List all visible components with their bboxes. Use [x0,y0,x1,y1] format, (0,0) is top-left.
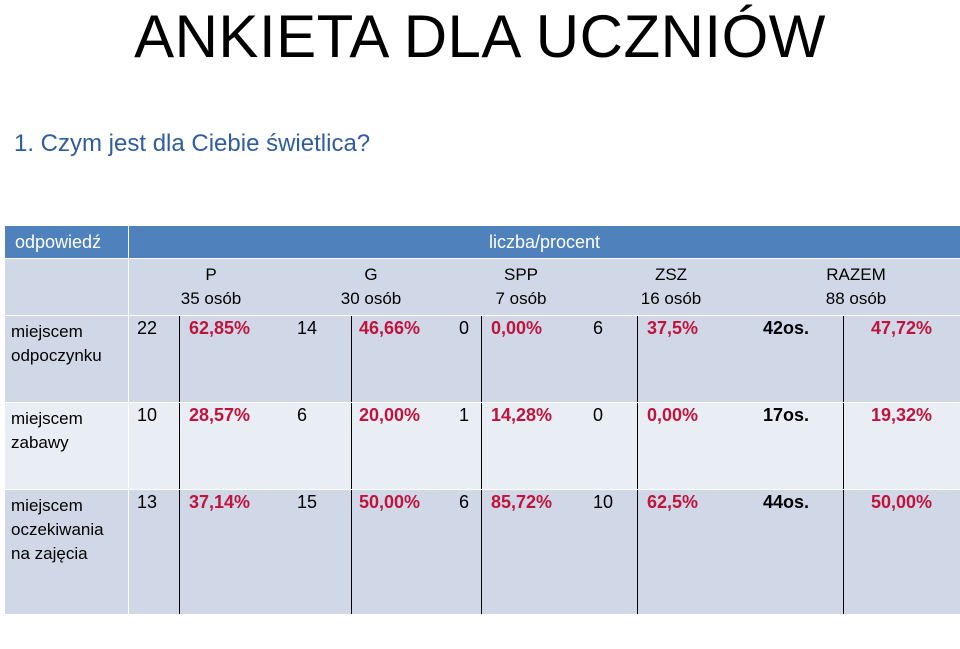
table-row: miejscem zabawy 10 28,57% 6 20,00% 1 14,… [4,402,960,490]
divider [179,316,180,402]
percent-value: 50,00% [359,492,421,512]
survey-table: odpowiedź liczba/procent P 35 osób G 30 … [4,225,960,615]
divider [637,316,638,402]
row-label: miejscem oczekiwania na zajęcia [4,489,129,615]
row-label: miejscem zabawy [4,402,129,490]
header-answer: odpowiedź [4,225,129,259]
table-row: miejscem odpoczynku 22 62,85% 14 46,66% … [4,315,960,403]
question-heading: 1. Czym jest dla Ciebie świetlica? [14,130,371,157]
total-percent: 47,72% [871,318,933,338]
count-value: 1 [459,405,470,425]
header-count-percent: liczba/procent [128,225,960,259]
divider [637,403,638,489]
divider [843,316,844,402]
header-empty-cell [4,258,129,316]
group-header-spp: SPP 7 osób [495,265,547,308]
divider [351,403,352,489]
count-value: 0 [593,405,604,425]
count-value: 10 [593,492,614,512]
total-percent: 50,00% [871,492,933,512]
total-count: 17os. [763,405,810,425]
percent-value: 20,00% [359,405,421,425]
count-value: 6 [593,318,604,338]
percent-value: 14,28% [491,405,553,425]
divider [351,490,352,614]
group-header-p: P 35 osób [180,265,242,308]
table-row: miejscem oczekiwania na zajęcia 13 37,14… [4,489,960,615]
divider [637,490,638,614]
row-label: miejscem odpoczynku [4,315,129,403]
divider [481,316,482,402]
count-value: 14 [297,318,318,338]
count-value: 10 [137,405,158,425]
percent-value: 46,66% [359,318,421,338]
divider [351,316,352,402]
count-value: 22 [137,318,158,338]
percent-value: 0,00% [491,318,543,338]
percent-value: 62,85% [189,318,251,338]
total-percent: 19,32% [871,405,933,425]
count-value: 6 [297,405,308,425]
divider [843,403,844,489]
count-value: 13 [137,492,158,512]
divider [481,403,482,489]
group-header-zsz: ZSZ 16 osób [640,265,702,308]
total-count: 42os. [763,318,810,338]
total-count: 44os. [763,492,810,512]
percent-value: 37,14% [189,492,251,512]
percent-value: 85,72% [491,492,553,512]
percent-value: 28,57% [189,405,251,425]
percent-value: 37,5% [647,318,699,338]
count-value: 6 [459,492,470,512]
divider [481,490,482,614]
count-value: 0 [459,318,470,338]
count-value: 15 [297,492,318,512]
percent-value: 0,00% [647,405,699,425]
divider [179,403,180,489]
percent-value: 62,5% [647,492,699,512]
divider [179,490,180,614]
divider [843,490,844,614]
group-headers: P 35 osób G 30 osób SPP 7 osób ZSZ 16 os… [128,258,960,316]
group-header-g: G 30 osób [340,265,402,308]
group-header-razem: RAZEM 88 osób [825,265,887,308]
page-title: ANKIETA DLA UCZNIÓW [134,3,826,70]
